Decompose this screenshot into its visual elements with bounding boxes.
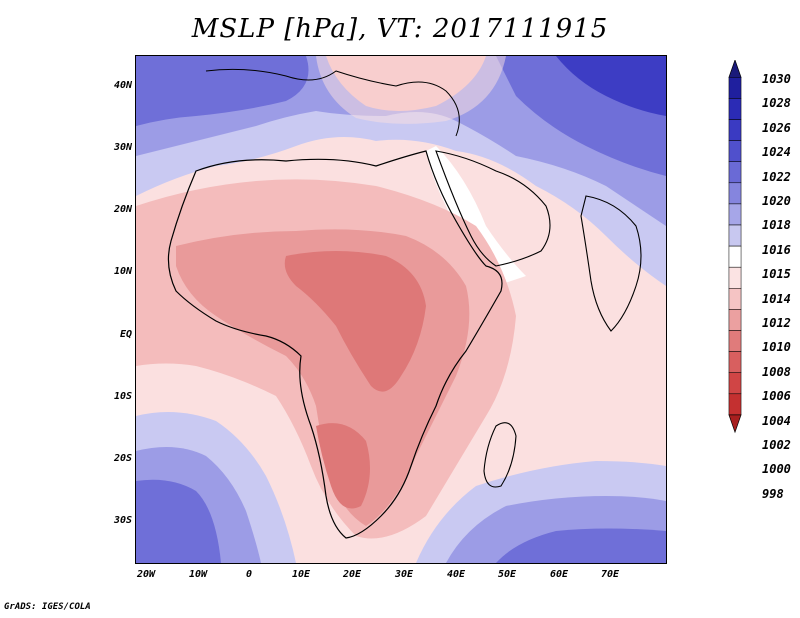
- colorbar-label: 1012: [762, 316, 791, 330]
- colorbar-cell: [728, 182, 742, 205]
- lat-label-eq: EQ: [119, 329, 132, 340]
- colorbar-label: 1000: [762, 462, 791, 477]
- lon-label-70e: 70E: [600, 569, 620, 580]
- colorbar-cell: [728, 161, 742, 184]
- southeast-high-inner: [496, 528, 666, 563]
- lon-label-10e: 10E: [291, 569, 311, 580]
- southern-africa-low: [316, 423, 370, 509]
- colorbar-label: 1018: [762, 218, 791, 233]
- india-coast: [580, 195, 642, 332]
- colorbar-cell: [728, 140, 742, 162]
- pressure-map: [135, 55, 667, 564]
- colorbar-label: 1020: [762, 194, 791, 208]
- colorbar-cell: [728, 393, 742, 416]
- colorbar-cell: [728, 266, 742, 289]
- colorbar-cell: [728, 77, 742, 99]
- colorbar-label: 1024: [762, 145, 791, 160]
- pressure-field: [136, 56, 666, 563]
- lat-label-30n: 30N: [113, 142, 132, 153]
- colorbar-label: 1016: [762, 242, 791, 257]
- colorbar-cell: [728, 98, 742, 120]
- arabia-coast: [435, 150, 551, 267]
- credit-text: GrADS: IGES/COLA: [4, 602, 91, 612]
- lon-label-0: 0: [245, 569, 253, 580]
- northeast-high-core: [556, 56, 666, 116]
- colorbar-label: 1002: [762, 438, 791, 452]
- colorbar-cell: [728, 203, 742, 226]
- colorbar-cell: [728, 309, 742, 331]
- colorbar-cell: [728, 224, 742, 247]
- lat-label-10s: 10S: [113, 391, 132, 402]
- lat-label-20n: 20N: [113, 204, 132, 215]
- africa-low-core: [284, 251, 426, 392]
- colorbar-cell: [728, 372, 742, 395]
- colorbar-label: 1006: [762, 389, 791, 404]
- colorbar-label: 1026: [762, 120, 791, 135]
- colorbar-label: 1015: [762, 267, 791, 282]
- colorbar-label: 1004: [762, 413, 791, 428]
- colorbar-cell: [728, 119, 742, 141]
- lon-label-10w: 10W: [188, 569, 208, 580]
- colorbar-label: 1014: [762, 291, 791, 306]
- colorbar-arrow-bottom: [728, 414, 742, 434]
- lon-label-60e: 60E: [549, 569, 569, 580]
- lat-label-30s: 30S: [113, 515, 132, 526]
- lat-label-40n: 40N: [113, 80, 132, 91]
- lat-label-10n: 10N: [113, 266, 132, 277]
- africa-coastline: [167, 150, 503, 539]
- colorbar-label: 1010: [762, 340, 791, 355]
- lat-label-20s: 20S: [113, 453, 132, 464]
- colorbar: [728, 60, 742, 434]
- colorbar-cell: [728, 288, 742, 310]
- colorbar-label: 1008: [762, 364, 791, 379]
- colorbar-label: 1030: [762, 72, 791, 86]
- lon-label-20w: 20W: [136, 569, 156, 580]
- colorbar-cell: [728, 330, 742, 352]
- madagascar-coast: [483, 422, 517, 488]
- lon-label-30e: 30E: [394, 569, 414, 580]
- lon-label-40e: 40E: [446, 569, 466, 580]
- lon-label-20e: 20E: [342, 569, 362, 580]
- colorbar-cell: [728, 351, 742, 373]
- map-title: MSLP [hPa], VT: 2017111915: [191, 14, 609, 44]
- colorbar-arrow-top: [728, 60, 742, 78]
- colorbar-cell: [728, 245, 742, 268]
- north-high-inner: [136, 56, 309, 126]
- mediterranean-trough: [316, 56, 506, 124]
- arabia-strip: [426, 146, 526, 286]
- mediterranean-coast: [205, 68, 460, 137]
- colorbar-label: 1028: [762, 96, 791, 111]
- colorbar-label: 998: [762, 486, 784, 501]
- colorbar-label: 1022: [762, 169, 791, 184]
- south-high-inner: [136, 479, 221, 563]
- lon-label-50e: 50E: [497, 569, 517, 580]
